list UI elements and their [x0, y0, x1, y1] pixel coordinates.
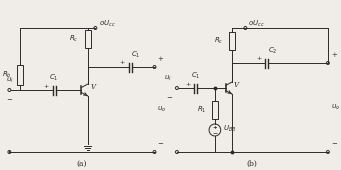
Bar — [229, 32, 235, 50]
Text: $oU_{cc}$: $oU_{cc}$ — [99, 19, 116, 29]
Text: V: V — [234, 81, 239, 89]
Text: −: − — [6, 96, 12, 104]
Text: +: + — [158, 55, 163, 63]
Bar — [85, 30, 90, 48]
Text: −: − — [212, 130, 218, 135]
Text: +: + — [120, 61, 125, 65]
Text: $u_o$: $u_o$ — [158, 105, 167, 114]
Text: +: + — [212, 125, 217, 130]
Text: −: − — [158, 140, 163, 148]
Text: V: V — [90, 83, 95, 91]
Text: $C_2$: $C_2$ — [268, 46, 277, 56]
Bar — [17, 65, 23, 85]
Text: $u_o$: $u_o$ — [331, 103, 340, 112]
Text: $R_1$: $R_1$ — [197, 105, 206, 115]
Text: $oU_{cc}$: $oU_{cc}$ — [248, 19, 265, 29]
Text: $C_1$: $C_1$ — [191, 71, 200, 81]
Text: +: + — [185, 81, 190, 87]
Text: $C_1$: $C_1$ — [49, 73, 59, 83]
Text: −: − — [166, 94, 172, 102]
Text: (a): (a) — [76, 160, 87, 168]
Text: $R_c$: $R_c$ — [213, 36, 223, 46]
Text: −: − — [331, 140, 337, 148]
Text: +: + — [331, 51, 337, 59]
Text: $R_c$: $R_c$ — [69, 34, 79, 44]
Text: +: + — [44, 83, 49, 89]
Text: $u_i$: $u_i$ — [6, 75, 14, 85]
Text: +: + — [256, 56, 262, 62]
Text: $R_b$: $R_b$ — [2, 70, 11, 80]
Text: $C_1$: $C_1$ — [131, 50, 140, 60]
Text: $u_i$: $u_i$ — [164, 73, 172, 83]
Text: $U_{BB}$: $U_{BB}$ — [223, 124, 236, 134]
Text: (b): (b) — [247, 160, 257, 168]
Bar — [212, 101, 218, 119]
